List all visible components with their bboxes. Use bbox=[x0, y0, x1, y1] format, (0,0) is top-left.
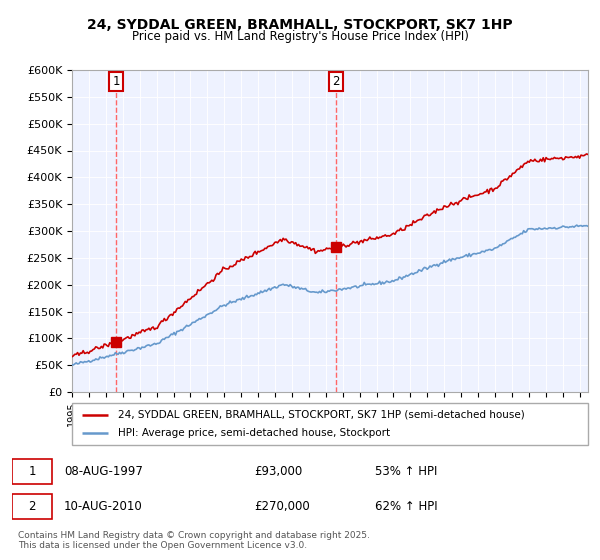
FancyBboxPatch shape bbox=[12, 459, 52, 484]
Text: Contains HM Land Registry data © Crown copyright and database right 2025.
This d: Contains HM Land Registry data © Crown c… bbox=[18, 531, 370, 550]
FancyBboxPatch shape bbox=[12, 493, 52, 519]
Text: 2: 2 bbox=[28, 500, 36, 512]
Text: 1: 1 bbox=[112, 75, 120, 88]
Text: £93,000: £93,000 bbox=[254, 465, 302, 478]
Text: 62% ↑ HPI: 62% ↑ HPI bbox=[375, 500, 437, 512]
Text: HPI: Average price, semi-detached house, Stockport: HPI: Average price, semi-detached house,… bbox=[118, 428, 391, 438]
Text: 24, SYDDAL GREEN, BRAMHALL, STOCKPORT, SK7 1HP: 24, SYDDAL GREEN, BRAMHALL, STOCKPORT, S… bbox=[87, 18, 513, 32]
Text: Price paid vs. HM Land Registry's House Price Index (HPI): Price paid vs. HM Land Registry's House … bbox=[131, 30, 469, 43]
Text: 24, SYDDAL GREEN, BRAMHALL, STOCKPORT, SK7 1HP (semi-detached house): 24, SYDDAL GREEN, BRAMHALL, STOCKPORT, S… bbox=[118, 410, 525, 420]
Text: 53% ↑ HPI: 53% ↑ HPI bbox=[375, 465, 437, 478]
Text: 1: 1 bbox=[28, 465, 36, 478]
FancyBboxPatch shape bbox=[72, 403, 588, 445]
Text: £270,000: £270,000 bbox=[254, 500, 310, 512]
Text: 08-AUG-1997: 08-AUG-1997 bbox=[64, 465, 143, 478]
Text: 10-AUG-2010: 10-AUG-2010 bbox=[64, 500, 143, 512]
Text: 2: 2 bbox=[332, 75, 340, 88]
